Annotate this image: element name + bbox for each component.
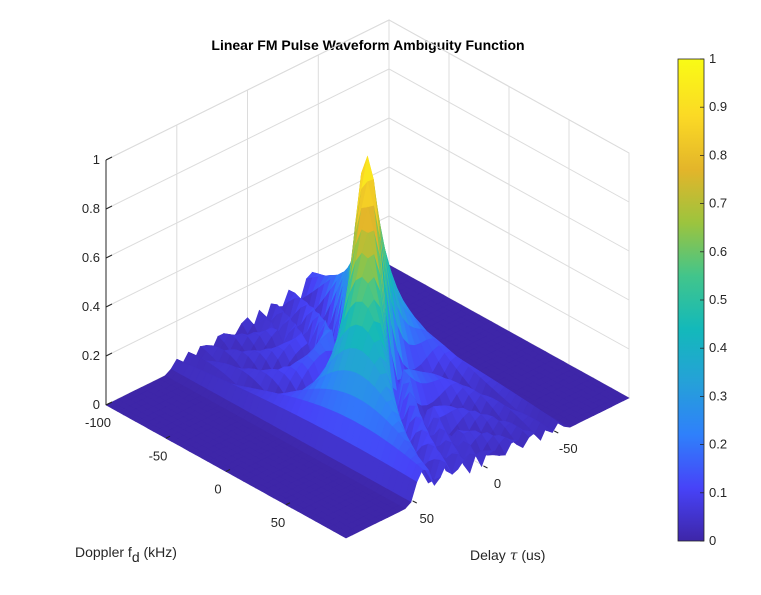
z-tick-label: 0 — [93, 397, 100, 412]
z-tick-label: 0.2 — [82, 348, 100, 363]
colorbar-gradient — [677, 58, 705, 542]
y-tick-label: -50 — [559, 441, 578, 456]
z-tick-mark — [105, 352, 113, 357]
colorbar-tick-label: 0.6 — [709, 244, 727, 259]
y-tick-label: 50 — [420, 511, 434, 526]
x-tick-label: 0 — [214, 482, 221, 497]
y-tick-mark — [554, 430, 559, 434]
colorbar-tick-label: 0 — [709, 533, 716, 548]
y-tick-mark — [412, 500, 417, 504]
colorbar-tick-label: 0.1 — [709, 485, 727, 500]
z-gridline — [105, 68, 630, 210]
colorbar-tick-label: 0.9 — [709, 99, 727, 114]
y-axis-label: Delay τ (us) — [470, 547, 545, 564]
colorbar-tick-label: 0.8 — [709, 147, 727, 162]
colorbar-tick-label: 0.3 — [709, 388, 727, 403]
y-tick-label: 0 — [494, 476, 501, 491]
x-tick-mark — [225, 469, 231, 472]
colorbar-tick-label: 0.7 — [709, 196, 727, 211]
colorbar: 0 0.1 0.2 0.3 0.4 0.5 0.6 0.7 0.8 0.9 1 — [677, 51, 727, 548]
colorbar-tick-label: 1 — [709, 51, 716, 66]
z-tick-mark — [105, 303, 113, 308]
x-tick-label: -50 — [149, 448, 168, 463]
z-tick-mark — [105, 205, 113, 210]
axes: 0 0.2 0.4 0.6 0.8 1 -100 -50 0 50 -50 0 50 — [82, 152, 578, 530]
x-tick-mark — [285, 502, 291, 506]
z-tick-label: 0.8 — [82, 201, 100, 216]
z-gridline — [105, 19, 630, 161]
z-gridline — [105, 117, 630, 259]
z-tick-label: 0.6 — [82, 250, 100, 265]
x-tick-label: -100 — [85, 415, 111, 430]
z-tick-mark — [105, 156, 113, 161]
z-tick-mark — [105, 254, 113, 259]
colorbar-tick-label: 0.5 — [709, 292, 727, 307]
x-tick-mark — [105, 402, 111, 406]
colorbar-ticks: 0 0.1 0.2 0.3 0.4 0.5 0.6 0.7 0.8 0.9 1 — [700, 51, 727, 548]
surface-patch — [339, 531, 353, 539]
y-tick-mark — [483, 465, 488, 469]
x-axis-label: Doppler fd (kHz) — [75, 544, 177, 565]
z-gridline — [105, 166, 630, 308]
x-tick-mark — [165, 435, 171, 439]
chart-title: Linear FM Pulse Waveform Ambiguity Funct… — [211, 37, 524, 53]
colorbar-tick-label: 0.2 — [709, 437, 727, 452]
colorbar-tick-label: 0.4 — [709, 340, 727, 355]
z-tick-label: 1 — [93, 152, 100, 167]
z-tick-label: 0.4 — [82, 299, 100, 314]
x-tick-label: 50 — [271, 515, 285, 530]
surface-plot — [105, 155, 630, 539]
z-gridline — [105, 215, 630, 357]
